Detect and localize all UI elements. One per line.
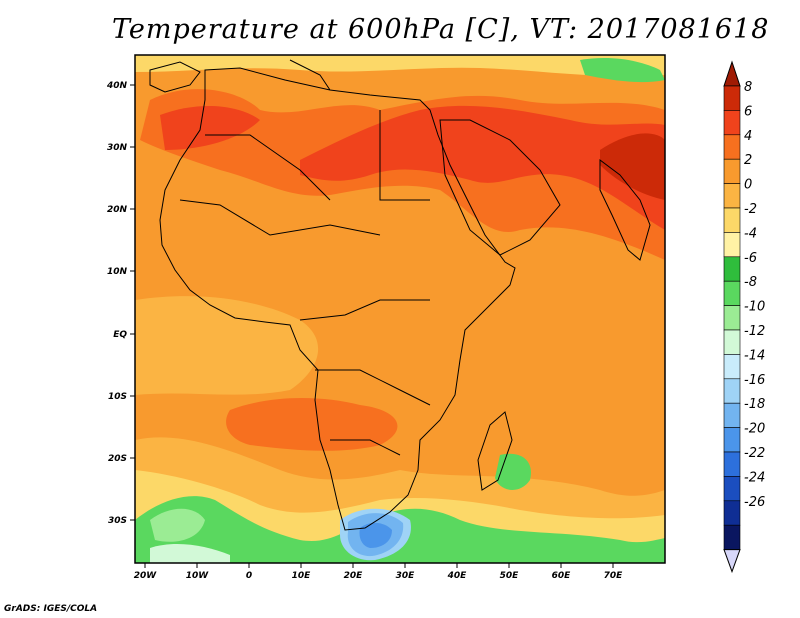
lon-tick-label: 0 [246,571,252,581]
lon-tick-label: 60E [552,571,572,581]
temperature-field [135,55,665,563]
colorbar-label: -20 [744,422,765,437]
lat-tick-labels: 40N 30N 20N 10N EQ 10S 20S 30S [106,81,128,526]
colorbar-label: -6 [744,251,757,266]
lon-tick-label: 10E [292,571,312,581]
colorbar-under-arrow [723,549,741,574]
lat-tick-label: 40N [106,81,128,91]
colorbar-label: 2 [744,153,752,168]
lon-tick-label: 50E [500,571,520,581]
chart-title: Temperature at 600hPa [C], VT: 201708161… [112,14,770,45]
colorbar-swatch [723,134,741,160]
lat-tick-label: 20S [108,454,127,464]
colorbar-label: -18 [744,397,765,412]
colorbar-swatch [723,110,741,136]
lon-tick-label: 40E [447,571,468,581]
colorbar-label: -2 [744,202,757,217]
colorbar-label: 6 [744,104,752,119]
colorbar-swatch [723,280,741,306]
colorbar-swatch [723,158,741,184]
plot-frame [134,54,666,564]
colorbar-label: -8 [744,275,757,290]
colorbar-swatch [723,500,741,526]
colorbar-swatch [723,232,741,258]
lon-tick-label: 70E [604,571,624,581]
colorbar-label: -14 [744,348,765,363]
colorbar-swatch [723,329,741,355]
colorbar-swatch [723,451,741,477]
colorbar-swatch [723,402,741,428]
colorbar-swatch [723,476,741,502]
lat-tick-label: 30N [107,143,128,153]
lat-tick-label: 10S [108,392,127,402]
colorbar-swatch [723,524,741,550]
colorbar-swatch [723,256,741,282]
lon-tick-labels: 20W 10W 0 10E 20E 30E 40E 50E 60E 70E [134,571,623,581]
colorbar-swatch [723,378,741,404]
colorbar-label: -26 [744,495,765,510]
colorbar-swatch [723,183,741,209]
colorbar-swatch [723,354,741,380]
colorbar-label: -22 [744,446,765,461]
lat-tick-label: 10N [107,267,128,277]
colorbar-label: -24 [744,470,765,485]
colorbar-label: 8 [744,80,752,95]
colorbar-label: 0 [744,178,752,193]
colorbar-label: -12 [744,324,765,339]
lon-tick-label: 10W [186,571,210,581]
colorbar-label: 4 [744,129,752,144]
lon-tick-label: 20W [134,571,158,581]
lat-tick-label: 30S [108,516,127,526]
lat-tick-label: 20N [107,205,128,215]
credit-label: GrADS: IGES/COLA [4,604,98,614]
lon-tick-label: 20E [344,571,364,581]
colorbar-label: -4 [744,226,757,241]
colorbar-swatch [723,305,741,331]
colorbar-swatch [723,85,741,111]
lat-tick-marks [130,84,135,521]
colorbar-label: -10 [744,300,765,315]
lon-tick-label: 30E [396,571,416,581]
colorbar-swatch [723,427,741,453]
coastlines [149,59,651,531]
colorbar: 8 6 4 2 0 -2 -4 -6 -8 -10 -12 -14 -16 -18 -20 -22 -24 -26 [723,60,765,574]
lat-tick-label: EQ [113,330,127,340]
colorbar-over-arrow [723,60,741,87]
colorbar-swatch [723,207,741,233]
lon-tick-marks [144,563,614,568]
colorbar-label: -16 [744,373,765,388]
